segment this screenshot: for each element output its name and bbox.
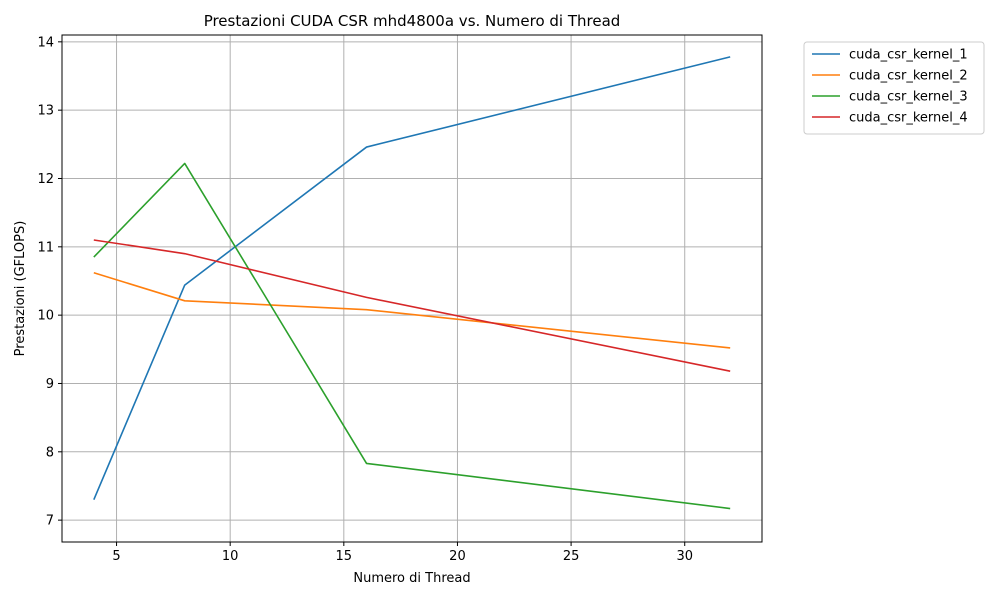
ticks: 5 10 15 20 25 30 7 8 9 10 11 12 13 14 [37, 35, 693, 564]
series-layer [93, 56, 731, 510]
x-tick-label: 5 [112, 549, 120, 564]
series-line-cuda_csr_kernel_4 [93, 239, 731, 372]
y-tick-label: 12 [37, 172, 54, 187]
series-line-cuda_csr_kernel_1 [93, 56, 731, 500]
y-tick-label: 8 [46, 445, 54, 460]
chart-title: Prestazioni CUDA CSR mhd4800a vs. Numero… [204, 12, 621, 30]
legend-label: cuda_csr_kernel_2 [849, 69, 968, 84]
y-tick-label: 10 [37, 309, 54, 324]
axes-frame [61, 34, 763, 543]
x-tick-label: 15 [336, 549, 353, 564]
y-tick-label: 7 [46, 514, 54, 529]
x-axis-title: Numero di Thread [353, 571, 470, 586]
legend-label: cuda_csr_kernel_1 [849, 48, 968, 63]
legend-label: cuda_csr_kernel_3 [849, 90, 968, 105]
series-line-cuda_csr_kernel_2 [93, 272, 731, 349]
legend-label: cuda_csr_kernel_4 [849, 111, 968, 126]
series-line-cuda_csr_kernel_3 [93, 162, 731, 510]
legend-box [803, 41, 985, 135]
x-tick-label: 20 [449, 549, 466, 564]
y-axis-title: Prestazioni (GFLOPS) [13, 221, 28, 357]
y-tick-label: 11 [37, 240, 54, 255]
y-tick-label: 13 [37, 104, 54, 119]
x-tick-label: 25 [563, 549, 580, 564]
legend: cuda_csr_kernel_1 cuda_csr_kernel_2 cuda_c… [803, 41, 985, 135]
y-tick-label: 14 [37, 35, 54, 50]
x-tick-label: 10 [222, 549, 239, 564]
y-tick-label: 9 [46, 377, 54, 392]
x-tick-label: 30 [676, 549, 693, 564]
